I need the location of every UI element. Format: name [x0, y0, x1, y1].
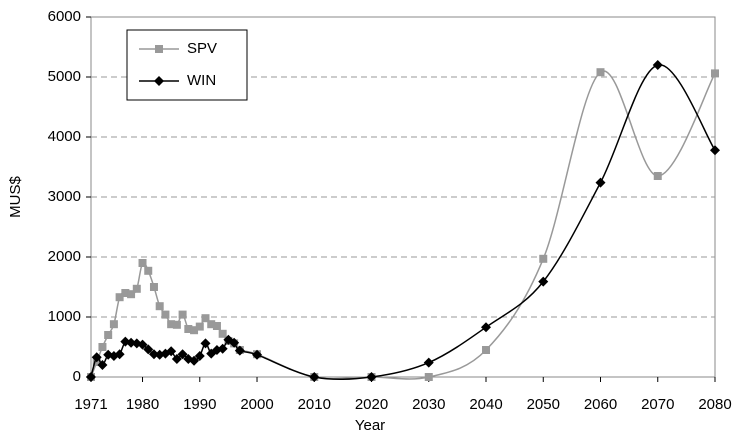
data-point: [189, 355, 200, 366]
data-point: [166, 346, 177, 357]
data-point: [155, 302, 164, 311]
x-tick-label: 1980: [126, 396, 159, 413]
data-point: [144, 266, 153, 275]
data-point: [98, 343, 107, 351]
data-point: [482, 346, 491, 354]
y-tick-label: 3000: [48, 188, 81, 205]
data-point: [121, 289, 130, 297]
data-point: [229, 337, 240, 348]
data-point: [171, 354, 182, 364]
legend-marker: [154, 76, 164, 86]
data-point: [114, 349, 125, 360]
data-point: [481, 322, 492, 333]
y-tick-label: 4000: [48, 128, 81, 145]
data-point: [309, 372, 320, 382]
data-point: [217, 343, 228, 354]
data-point: [91, 352, 102, 363]
x-axis-label: Year: [355, 417, 385, 434]
data-point: [190, 326, 199, 335]
data-point: [201, 314, 210, 323]
legend-box: [126, 29, 248, 101]
data-point: [710, 145, 720, 156]
data-point: [97, 360, 108, 370]
data-point: [126, 337, 137, 348]
data-point: [711, 69, 719, 78]
data-point: [212, 322, 221, 330]
data-point: [148, 349, 159, 360]
data-point: [137, 339, 148, 350]
data-point: [138, 259, 147, 267]
data-point: [234, 345, 245, 356]
data-point: [161, 310, 170, 319]
data-point: [195, 322, 204, 331]
y-tick-label: 0: [73, 368, 81, 385]
data-point: [172, 320, 181, 329]
x-tick-label: 2010: [298, 396, 331, 413]
x-tick-label: 2030: [412, 396, 445, 413]
x-tick-label: 2040: [469, 396, 502, 413]
data-point: [652, 60, 663, 70]
data-point: [424, 373, 433, 381]
data-point: [595, 177, 606, 188]
data-point: [653, 172, 662, 180]
x-tick-label: 2000: [240, 396, 273, 413]
data-point: [86, 372, 96, 382]
x-tick-label: 2060: [584, 396, 617, 413]
data-point: [143, 344, 154, 355]
data-point: [194, 351, 205, 361]
x-tick-label: 2080: [698, 396, 731, 413]
data-point: [218, 329, 227, 338]
data-point: [423, 357, 434, 368]
legend-label: SPV: [187, 40, 217, 57]
data-point: [149, 283, 158, 291]
legend-marker: [155, 45, 163, 53]
data-point: [127, 290, 136, 299]
data-point: [132, 284, 141, 293]
x-tick-label: 2070: [641, 396, 674, 413]
y-tick-label: 5000: [48, 68, 81, 85]
data-point: [104, 331, 113, 339]
data-point: [177, 349, 188, 360]
data-point: [109, 320, 118, 329]
data-point: [538, 276, 549, 287]
data-point: [167, 320, 176, 329]
data-point: [252, 349, 263, 360]
x-tick-label: 1990: [183, 396, 216, 413]
y-tick-label: 1000: [48, 308, 81, 325]
y-tick-label: 2000: [48, 248, 81, 265]
data-point: [539, 254, 548, 263]
data-point: [200, 338, 211, 349]
data-point: [596, 68, 605, 77]
data-point: [184, 325, 193, 333]
data-point: [207, 320, 216, 329]
x-tick-label: 1971: [74, 396, 107, 413]
legend-label: WIN: [187, 72, 216, 89]
data-point: [115, 293, 124, 302]
y-axis-label: MUS$: [7, 176, 24, 218]
y-tick-label: 6000: [48, 8, 81, 25]
data-point: [178, 310, 187, 319]
x-tick-label: 2050: [527, 396, 560, 413]
x-tick-label: 2020: [355, 396, 388, 413]
data-point: [366, 372, 377, 382]
